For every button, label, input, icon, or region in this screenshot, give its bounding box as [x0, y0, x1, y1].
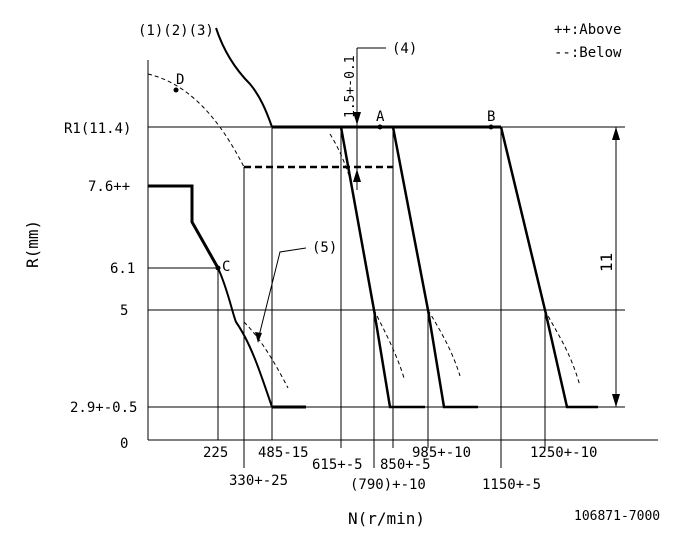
point-a-label: A [376, 109, 385, 125]
dim11-arrow-top [612, 127, 620, 140]
x-axis-title: N(r/min) [348, 509, 425, 528]
dashed-tail-4 [544, 309, 581, 387]
point-b-dot [488, 124, 494, 130]
x-tick-850: 850+-5 [380, 457, 431, 473]
callout5-leader [257, 247, 307, 341]
point-a-dot [377, 124, 383, 130]
x-tick-225: 225 [203, 445, 228, 461]
point-d-dot [173, 87, 179, 93]
x-tick-790: (790)+-10 [350, 477, 426, 493]
dashed-tail-1 [243, 321, 289, 389]
point-d-label: D [176, 72, 184, 88]
point-c-dot [215, 265, 221, 271]
upper-curve [215, 27, 273, 128]
dashed-tail-start [329, 133, 353, 187]
y-axis-title: R(mm) [23, 220, 42, 268]
y-tick-0: 0 [120, 436, 128, 452]
dim4-arrow-up [353, 169, 361, 182]
dashed-curve-d [147, 73, 245, 168]
point-c-label: C [222, 259, 230, 275]
y-tick-5: 5 [120, 303, 128, 319]
droop-850 [391, 126, 478, 409]
droop-1150 [499, 126, 598, 409]
dim4-value: 1.5+-0.1 [343, 55, 358, 118]
y-tick-61: 6.1 [110, 261, 135, 277]
x-tick-615: 615+-5 [312, 457, 363, 473]
callout-4-label: (4) [392, 41, 417, 57]
dashed-tail-2 [373, 309, 405, 379]
curves-label: (1)(2)(3) [138, 23, 214, 39]
y-tick-29: 2.9+-0.5 [70, 400, 137, 416]
dim11-arrow-bottom [612, 394, 620, 407]
x-tick-985: 985+-10 [412, 445, 471, 461]
legend-above: ++:Above [554, 22, 621, 38]
y-tick-r1: R1(11.4) [64, 121, 131, 137]
legend-below: --:Below [554, 45, 622, 61]
torque-curve-lower [217, 267, 273, 408]
dashed-tail-3 [427, 309, 461, 377]
x-tick-330: 330+-25 [229, 473, 288, 489]
callout5-arrow [255, 332, 262, 343]
x-tick-1150: 1150+-5 [482, 477, 541, 493]
point-b-label: B [487, 109, 495, 125]
dim4-arrow-down [353, 112, 361, 125]
x-tick-1250: 1250+-10 [530, 445, 597, 461]
y-tick-76: 7.6++ [88, 179, 130, 195]
dim11-value: 11 [597, 253, 616, 272]
drawing-number: 106871-7000 [574, 509, 660, 524]
start-step-line [148, 184, 220, 269]
droop-615 [339, 126, 425, 409]
x-tick-485: 485-15 [258, 445, 309, 461]
callout-5-label: (5) [312, 240, 337, 256]
